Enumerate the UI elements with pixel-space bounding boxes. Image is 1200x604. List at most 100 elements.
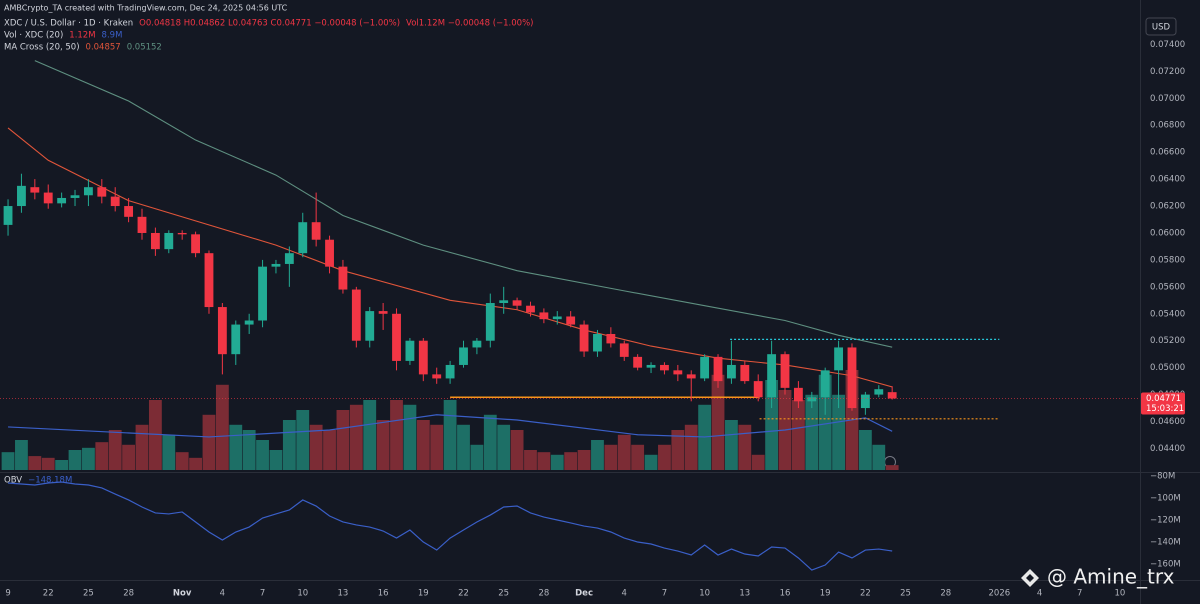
candle-body [566,316,576,325]
candle-body [298,222,308,254]
volume-bar [282,420,296,470]
x-tick-label: 7 [260,589,265,599]
candle-body [887,392,897,399]
x-tick-label: 28 [538,589,549,599]
candle-body [619,343,629,357]
obv-line [7,481,893,571]
y-tick-label: 0.06400 [1150,175,1185,185]
volume-bar [483,414,497,470]
candle-body [485,303,495,341]
volume-bar [684,424,698,470]
candle-body [164,232,174,250]
volume-bar [68,450,82,470]
candle-body [753,381,763,398]
volume-bar [1,452,15,470]
candle-body [606,333,616,344]
volume-bar [564,452,578,470]
candle-body [793,387,803,402]
volume-bar [644,454,658,470]
volume-bar [738,424,752,470]
candle-body [244,320,254,325]
x-tick-label: Nov [173,589,192,599]
y-tick-label: 0.05400 [1150,309,1185,319]
volume-bar [148,400,162,470]
candle-body [418,340,428,375]
candle-body [97,187,107,197]
volume-bar [55,460,69,470]
volume-bar [416,420,430,470]
obv-tick-label: −80M [1150,471,1175,481]
candle-body [110,196,120,207]
volume-bar [791,400,805,470]
volume-bar [872,444,886,470]
obv-tick-label: −160M [1150,560,1181,570]
legend-vol: Vol1.12M −0.00048 (−1.00%) [406,19,533,29]
candle-body [499,300,509,304]
volume-bar [41,457,55,470]
volume-ma-line [8,414,893,438]
candle-body [137,216,147,233]
candle-body [459,347,468,365]
x-tick-label: 13 [338,589,349,599]
volume-bar [122,444,136,470]
volume-bar [108,430,122,470]
x-tick-label: 16 [780,589,791,599]
candle-body [472,340,482,348]
volume-bar [82,447,95,470]
y-tick-label: 0.05200 [1150,336,1185,346]
candle-body [392,313,401,361]
volume-bar [832,394,845,470]
legend-volume: Vol · XDC (20) [4,31,63,41]
x-tick-label: 13 [739,589,750,599]
volume-bar [671,430,685,470]
candle-body [124,206,134,217]
volume-bar [336,410,350,470]
candle-body [338,266,348,290]
volume-bar [550,454,564,470]
candle-body [820,370,830,398]
candle-body [271,263,281,267]
x-tick-label: 9 [5,589,10,599]
volume-bar [390,400,403,470]
candle-body [83,187,93,196]
volume-bar [524,450,537,470]
candle-body [727,364,736,379]
candle-body [150,232,160,250]
candle-body [177,232,187,235]
candle-body [204,253,214,308]
volume-bar [175,452,189,470]
y-tick-label: 0.07000 [1150,94,1185,104]
legend-symbol: XDC / U.S. Dollar · 1D · Kraken [4,19,133,29]
volume-bar [403,404,417,470]
currency-box[interactable] [1145,17,1177,36]
volume-bar [858,430,872,470]
volume-bar [510,430,524,470]
candle-body [405,340,415,361]
candle-body [231,324,241,355]
y-tick-label: 0.06600 [1150,148,1185,158]
candle-body [740,364,750,382]
candle-body [660,364,669,371]
x-tick-label: Dec [575,589,593,599]
candle-body [834,347,844,371]
volume-bar [470,444,484,470]
volume-bar [765,380,779,470]
y-tick-label: 0.04600 [1150,417,1185,427]
x-tick-label: 16 [378,589,389,599]
volume-bar [497,424,511,470]
candle-body [860,394,870,409]
volume-bar [443,400,457,470]
volume-bar [604,444,618,470]
candle-body [807,397,817,402]
y-tick-label: 0.05600 [1150,282,1185,292]
candle-body [686,374,696,379]
candle-body [633,356,643,368]
y-tick-label: 0.07400 [1150,40,1185,50]
candle-body [526,305,535,313]
candle-body [767,354,777,398]
last-price-tag [1141,392,1185,415]
candle-body [284,253,294,264]
volume-bar [376,420,390,470]
